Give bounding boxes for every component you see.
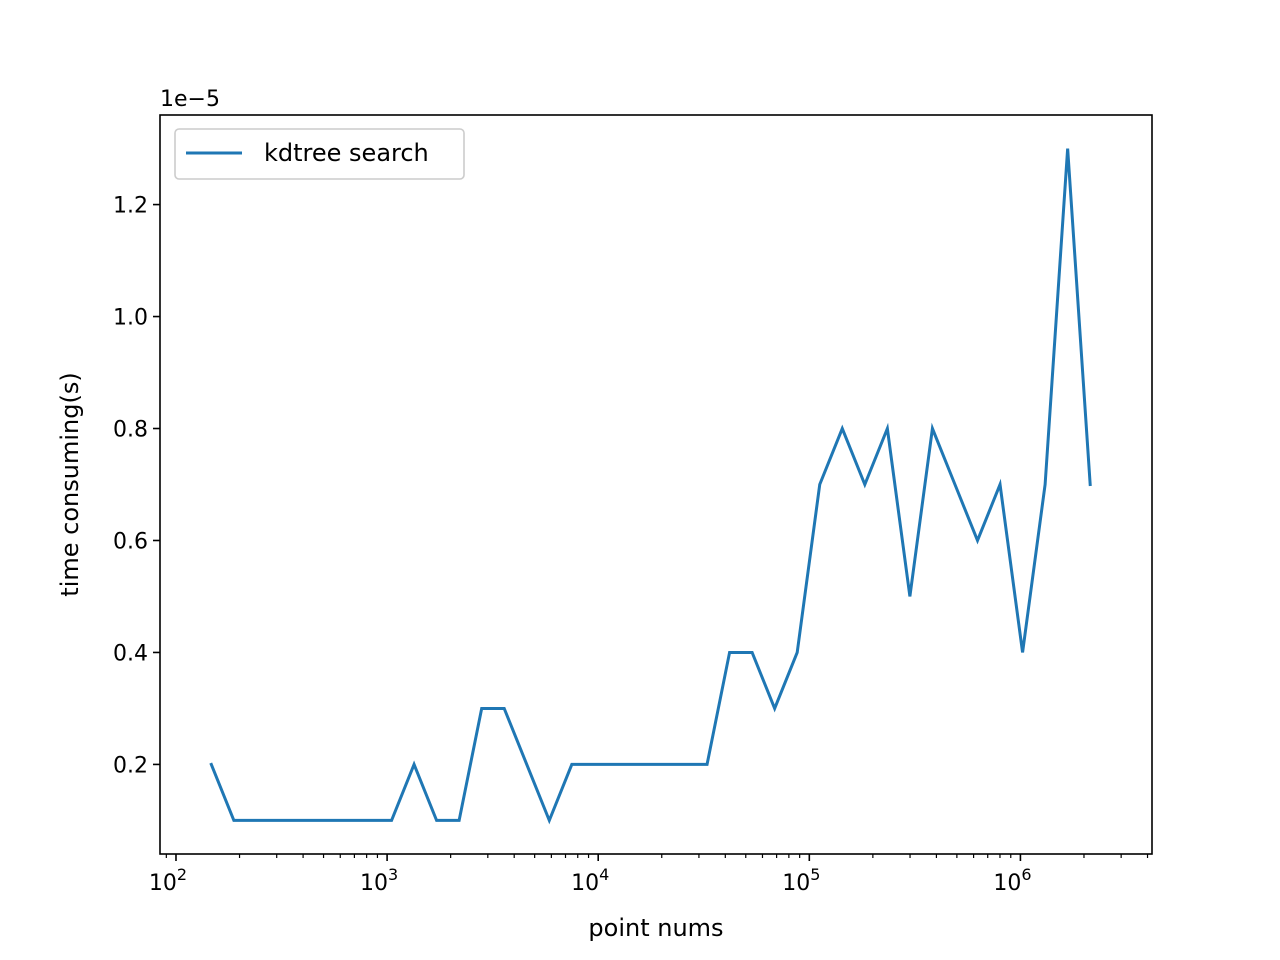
x-axis-label: point nums [588,914,723,942]
x-tick-label: 102 [149,865,187,896]
series-line-0 [209,148,1092,825]
y-tick-label: 0.2 [113,753,148,778]
y-tick-label: 0.8 [113,418,148,443]
y-tick-label: 1.2 [113,194,148,219]
y-tick-label: 1.0 [113,306,148,331]
x-tick-label: 104 [571,865,609,896]
y-offset-label: 1e−5 [160,87,220,112]
legend-label-kdtree-search: kdtree search [264,139,429,167]
y-tick-label: 0.4 [113,641,148,666]
legend-box [174,128,465,180]
axes-frame [159,114,1153,855]
y-tick-label: 0.6 [113,529,148,554]
legend: kdtree search [174,128,465,180]
plot-area [209,148,1092,825]
y-axis-label: time consuming(s) [56,372,84,596]
